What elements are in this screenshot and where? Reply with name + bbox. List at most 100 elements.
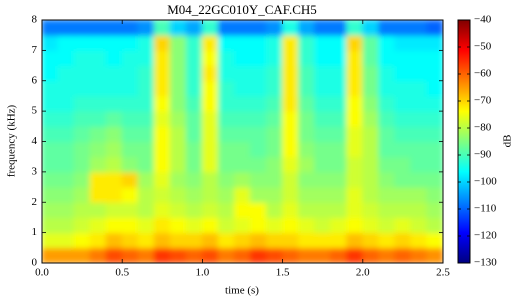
cell <box>154 20 171 36</box>
cell <box>202 247 219 263</box>
cell <box>330 111 347 127</box>
cell <box>298 20 315 36</box>
cell <box>154 141 171 157</box>
cell <box>186 217 203 233</box>
cell <box>58 20 75 36</box>
cell <box>234 80 251 96</box>
cell <box>106 247 123 263</box>
cell <box>186 111 203 127</box>
cell <box>42 50 59 66</box>
cell <box>74 20 91 36</box>
cell <box>106 20 123 36</box>
cell-group <box>42 20 444 264</box>
cell <box>298 126 315 142</box>
cell <box>170 217 187 233</box>
cell <box>74 80 91 96</box>
cell <box>138 50 155 66</box>
cell <box>154 35 171 51</box>
cell <box>250 156 267 172</box>
cell <box>170 187 187 203</box>
cell <box>218 171 235 187</box>
cell <box>330 95 347 111</box>
cell <box>58 202 75 218</box>
cell <box>298 80 315 96</box>
cell <box>42 202 59 218</box>
cell <box>218 80 235 96</box>
cell <box>186 35 203 51</box>
cell <box>74 232 91 248</box>
cell <box>154 80 171 96</box>
cell <box>90 111 107 127</box>
cell <box>426 111 443 127</box>
cell <box>346 95 363 111</box>
cell <box>426 232 443 248</box>
cell <box>362 65 379 81</box>
cell <box>250 247 267 263</box>
cell <box>314 111 331 127</box>
colorbar-tick-label: −130 <box>474 257 497 269</box>
cell <box>330 247 347 263</box>
cell <box>250 65 267 81</box>
cell <box>282 50 299 66</box>
cell <box>410 217 427 233</box>
cell <box>250 35 267 51</box>
cell <box>58 95 75 111</box>
chart: M04_22GC010Y_CAF.CH5 time (s) frequency … <box>0 0 518 302</box>
cell <box>170 141 187 157</box>
cell <box>378 202 395 218</box>
cell <box>394 217 411 233</box>
cell <box>346 141 363 157</box>
cell <box>186 141 203 157</box>
cell <box>410 247 427 263</box>
cell <box>90 80 107 96</box>
cell <box>122 156 139 172</box>
cell <box>74 65 91 81</box>
cell <box>378 50 395 66</box>
cell <box>362 171 379 187</box>
cell <box>378 35 395 51</box>
cell <box>250 171 267 187</box>
cell <box>234 202 251 218</box>
cell <box>202 65 219 81</box>
cell <box>202 187 219 203</box>
cell <box>378 156 395 172</box>
cell <box>122 111 139 127</box>
cell <box>362 232 379 248</box>
cell <box>74 126 91 142</box>
cell <box>58 232 75 248</box>
cell <box>282 232 299 248</box>
cell <box>186 156 203 172</box>
cell <box>394 247 411 263</box>
cell <box>250 217 267 233</box>
cell <box>106 50 123 66</box>
cell <box>154 156 171 172</box>
colorbar-label: dB <box>502 135 514 148</box>
cell <box>378 65 395 81</box>
cell <box>378 95 395 111</box>
cell <box>170 95 187 111</box>
cell <box>90 217 107 233</box>
cell <box>218 187 235 203</box>
cell <box>266 247 283 263</box>
cell <box>314 187 331 203</box>
cell <box>186 171 203 187</box>
cell <box>218 126 235 142</box>
cell <box>282 20 299 36</box>
cell <box>170 202 187 218</box>
cell <box>234 126 251 142</box>
cell <box>42 141 59 157</box>
cell <box>250 111 267 127</box>
cell <box>234 171 251 187</box>
cell <box>330 141 347 157</box>
cell <box>298 65 315 81</box>
cell <box>362 202 379 218</box>
cell <box>234 111 251 127</box>
cell <box>330 202 347 218</box>
cell <box>346 20 363 36</box>
cell <box>330 217 347 233</box>
cell <box>58 80 75 96</box>
cell <box>298 35 315 51</box>
cell <box>154 50 171 66</box>
cell <box>58 111 75 127</box>
cell <box>122 126 139 142</box>
